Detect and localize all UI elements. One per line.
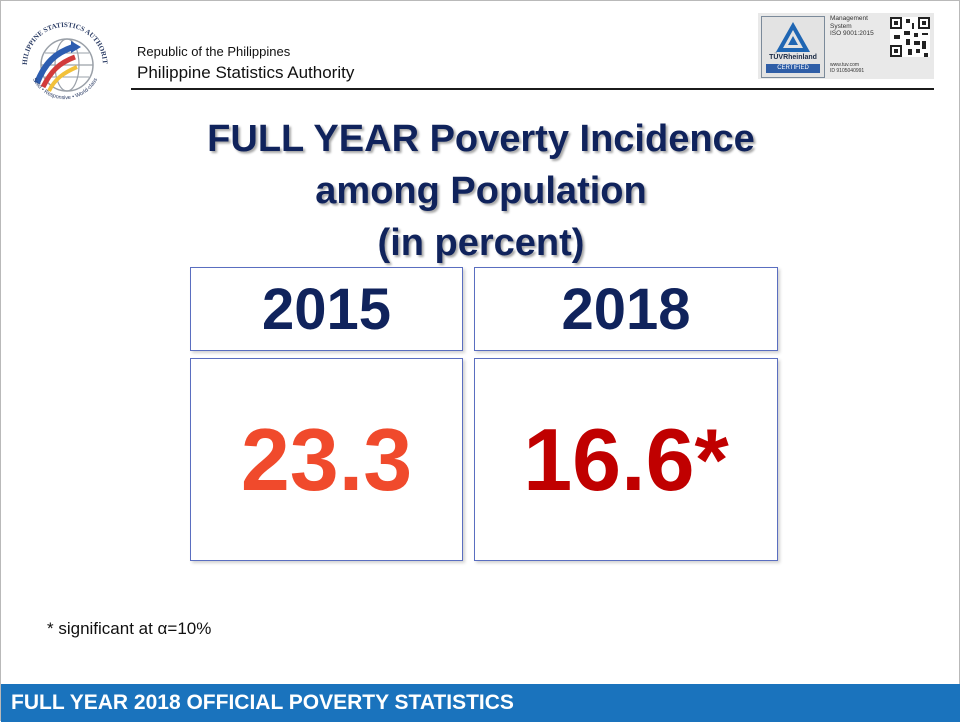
tuv-certified-label: CERTIFIED bbox=[766, 64, 820, 73]
poverty-value-2018: 16.6* bbox=[474, 358, 778, 561]
poverty-value-2015: 23.3 bbox=[190, 358, 463, 561]
title-line-1: FULL YEAR Poverty Incidence bbox=[207, 118, 755, 160]
slide-title: FULL YEAR Poverty Incidence among Popula… bbox=[1, 113, 960, 269]
qr-code-icon bbox=[890, 17, 930, 57]
tuv-brand: TÜVRheinland bbox=[769, 54, 817, 61]
org-line-psa: Philippine Statistics Authority bbox=[137, 63, 355, 82]
cert-web-info: www.tuv.com ID 9105040991 bbox=[830, 62, 864, 74]
year-header-2015: 2015 bbox=[190, 267, 463, 351]
cert-description: Management System ISO 9001:2015 bbox=[830, 15, 874, 38]
year-header-2018: 2018 bbox=[474, 267, 778, 351]
footer-banner: FULL YEAR 2018 OFFICIAL POVERTY STATISTI… bbox=[1, 684, 960, 722]
org-line-republic: Republic of the Philippines bbox=[137, 44, 291, 59]
iso-certification-badge: TÜVRheinland CERTIFIED Management System… bbox=[758, 13, 934, 79]
header-divider bbox=[131, 88, 934, 90]
cert-website: www.tuv.com bbox=[830, 62, 860, 68]
significance-footnote: * significant at α=10% bbox=[47, 619, 212, 638]
cert-id: ID 9105040991 bbox=[830, 68, 865, 74]
cert-line: System bbox=[830, 22, 852, 30]
cert-line: ISO 9001:2015 bbox=[830, 30, 874, 37]
psa-logo: PHILIPPINE STATISTICS AUTHORITY Solid • … bbox=[15, 13, 109, 101]
title-line-3: (in percent) bbox=[377, 222, 585, 264]
title-line-2: among Population bbox=[315, 170, 647, 212]
cert-line: Management bbox=[830, 15, 868, 22]
tuv-logo: TÜVRheinland CERTIFIED bbox=[761, 16, 825, 78]
tuv-triangle-icon bbox=[776, 22, 810, 52]
